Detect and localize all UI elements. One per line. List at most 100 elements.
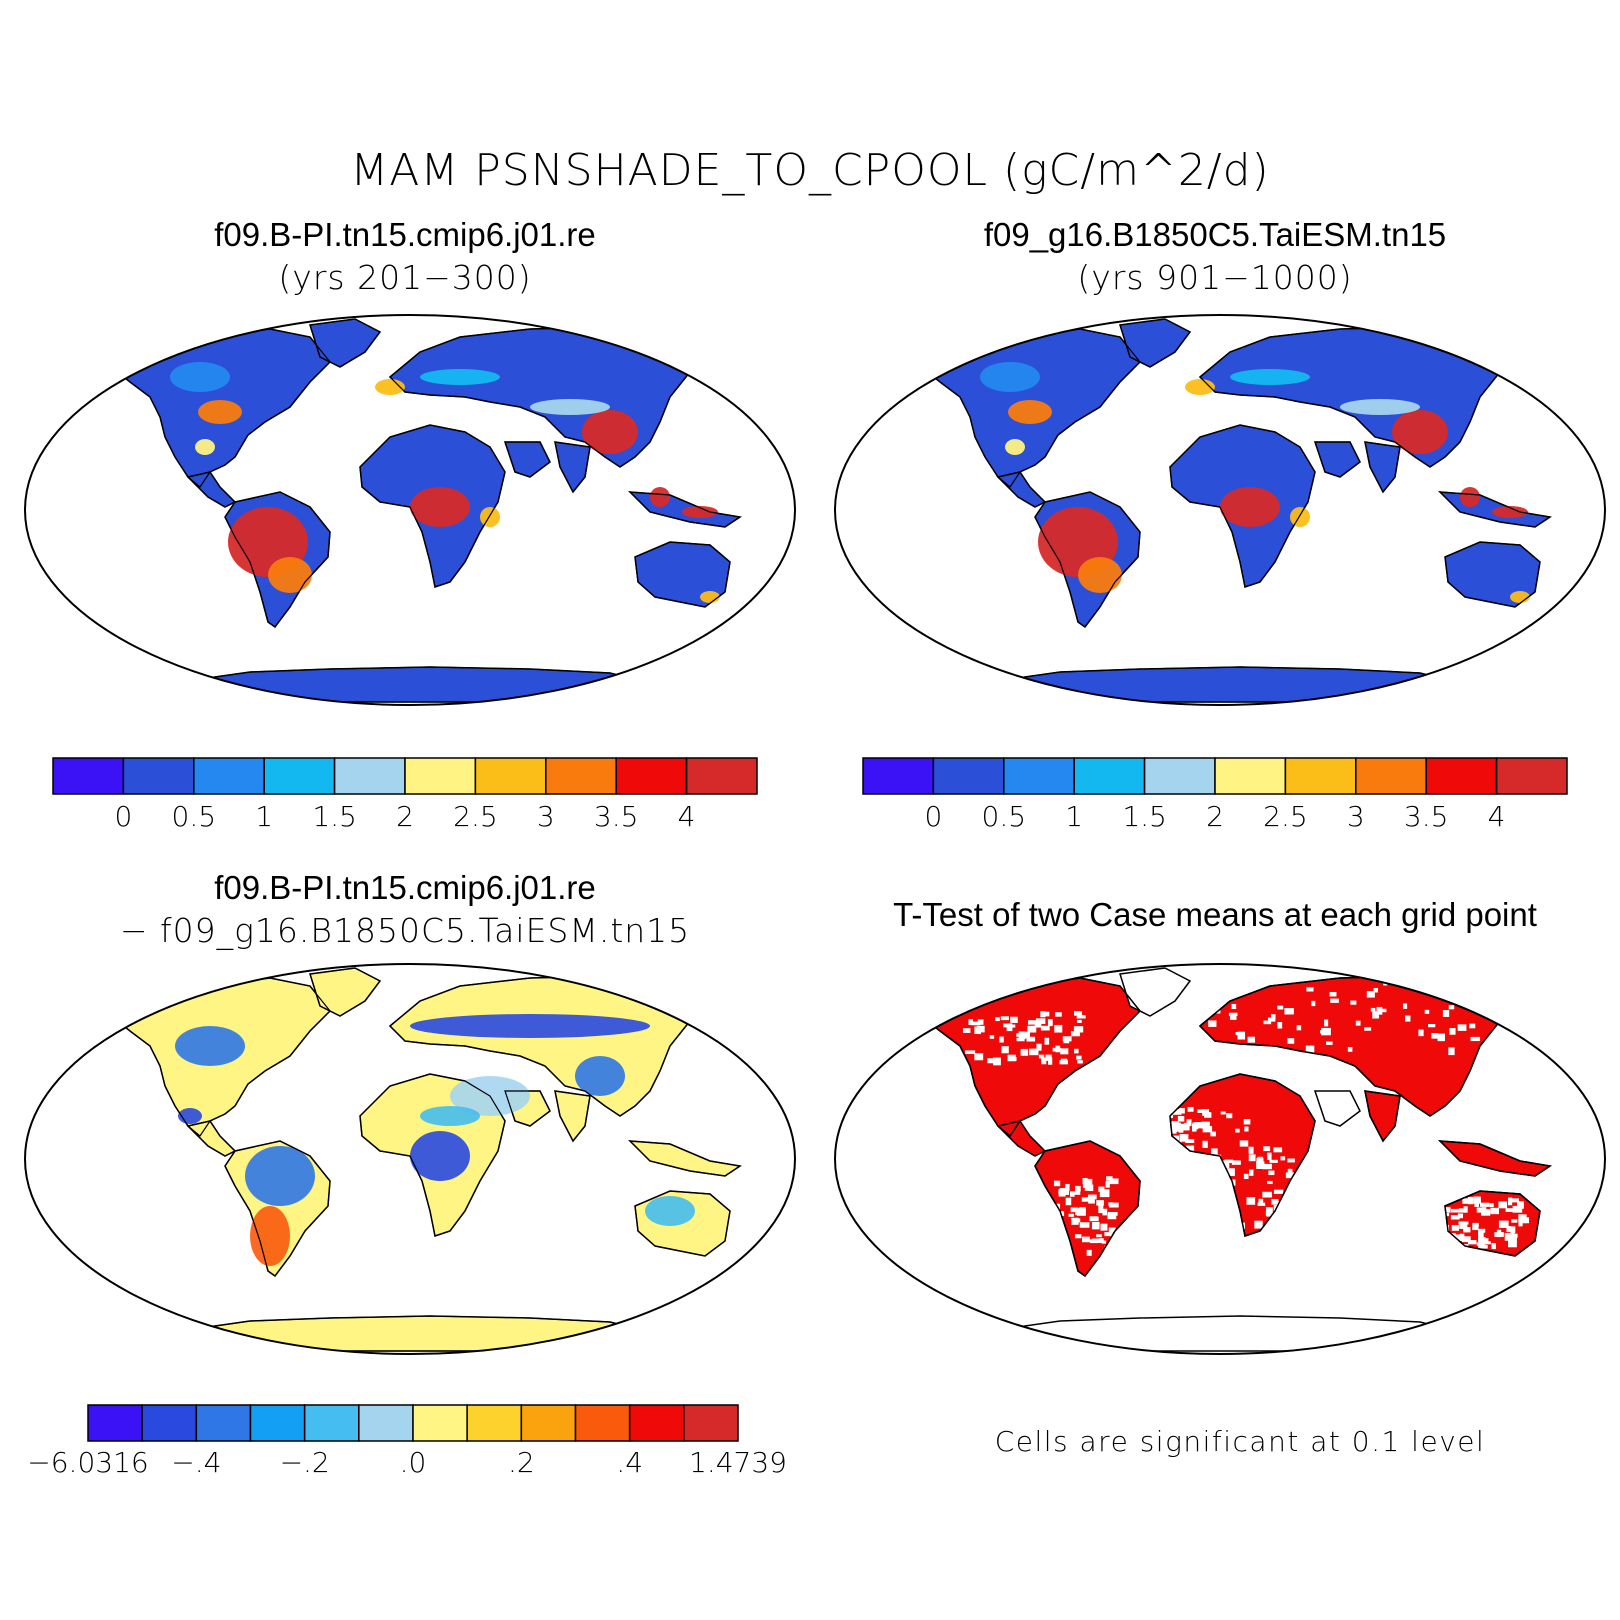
- coastline-africa: [1169, 424, 1316, 588]
- nonsignificant-cell: [1238, 1222, 1245, 1230]
- colorbar-tick-label: 1.4739: [689, 1446, 787, 1479]
- nonsignificant-cell: [1018, 1031, 1026, 1040]
- nonsignificant-cell: [1047, 1019, 1053, 1027]
- continent-antarctica: [957, 1315, 1482, 1352]
- colorbar-swatch: [303, 1404, 360, 1442]
- shading-patch: [1008, 400, 1052, 424]
- colorbar-swatch: [141, 1404, 198, 1442]
- coastline-arabia: [504, 1090, 551, 1127]
- continent-central-america: [996, 1120, 1047, 1157]
- map-panel-difference: [24, 963, 796, 1355]
- nonsignificant-cell: [1079, 1222, 1090, 1228]
- nonsignificant-cell: [1036, 1043, 1042, 1051]
- nonsignificant-cell: [1070, 1207, 1079, 1213]
- nonsignificant-cell: [1003, 1023, 1009, 1028]
- nonsignificant-cell: [1402, 1003, 1408, 1009]
- colorbar-swatch: [412, 1404, 468, 1442]
- nonsignificant-cell: [1057, 1249, 1066, 1258]
- nonsignificant-cell: [1136, 1118, 1141, 1125]
- colorbar-tick-label: 1: [1065, 800, 1084, 833]
- nonsignificant-cell: [1202, 1112, 1211, 1117]
- nonsignificant-cell: [1065, 1197, 1072, 1206]
- coastline-australia: [634, 541, 731, 608]
- nonsignificant-cell: [1076, 1055, 1082, 1060]
- colorbar-case1: [52, 757, 758, 795]
- nonsignificant-cell: [1104, 1232, 1114, 1237]
- nonsignificant-cell: [1505, 1208, 1516, 1212]
- nonsignificant-cell: [1311, 1000, 1316, 1007]
- colorbar-tick-label: −6.0316: [27, 1446, 149, 1479]
- nonsignificant-cell: [1168, 1128, 1177, 1133]
- colorbar-swatch: [404, 757, 477, 795]
- colorbar-swatch: [1073, 757, 1146, 795]
- nonsignificant-cell: [1208, 1020, 1217, 1027]
- nonsignificant-cell: [1070, 1031, 1080, 1037]
- nonsignificant-cell: [1171, 1109, 1182, 1115]
- nonsignificant-cell: [1147, 1136, 1157, 1145]
- nonsignificant-cell: [1442, 1009, 1450, 1017]
- nonsignificant-cell: [1027, 1020, 1038, 1025]
- coastline-se-asia-islands: [1438, 1140, 1552, 1177]
- nonsignificant-cell: [1489, 1203, 1494, 1208]
- nonsignificant-cell: [1269, 1159, 1278, 1163]
- nonsignificant-cell: [1265, 1207, 1273, 1213]
- colorbar-tick-label: 2.5: [453, 800, 498, 833]
- shading-patch: [480, 507, 500, 527]
- nonsignificant-cell: [1458, 1221, 1469, 1225]
- nonsignificant-cell: [1470, 1036, 1481, 1042]
- coastline-se-asia-islands: [1438, 491, 1552, 528]
- shading-patch: [1492, 506, 1528, 518]
- nonsignificant-cell: [1179, 1108, 1185, 1114]
- significance-note: Cells are significant at 0.1 level: [994, 1425, 1486, 1458]
- continent-arabia: [1313, 1090, 1361, 1127]
- shading-patch: [410, 487, 470, 527]
- nonsignificant-cell: [1480, 1209, 1491, 1216]
- coastline-greenland: [1119, 318, 1191, 368]
- nonsignificant-cell: [1273, 1189, 1284, 1194]
- nonsignificant-cell: [1101, 1240, 1107, 1244]
- nonsignificant-cell: [1072, 1218, 1081, 1223]
- nonsignificant-cell: [1447, 1233, 1456, 1238]
- nonsignificant-cell: [1098, 1186, 1105, 1192]
- nonsignificant-cell: [1173, 1128, 1184, 1132]
- nonsignificant-cell: [1270, 1014, 1276, 1020]
- nonsignificant-cell: [1210, 1131, 1216, 1137]
- colorbar-tick-label: 3.5: [1403, 800, 1449, 833]
- nonsignificant-cell: [1044, 1011, 1050, 1017]
- nonsignificant-cell: [1222, 1215, 1229, 1221]
- nonsignificant-cell: [1215, 1194, 1225, 1200]
- nonsignificant-cell: [1102, 1208, 1108, 1216]
- nonsignificant-cell: [1508, 1240, 1517, 1248]
- shading-patch: [250, 1206, 290, 1266]
- nonsignificant-cell: [1034, 1023, 1042, 1028]
- nonsignificant-cell: [1202, 1125, 1213, 1133]
- coastline-se-asia-islands: [628, 491, 742, 528]
- nonsignificant-cell: [1060, 1048, 1069, 1055]
- nonsignificant-cell: [1461, 1236, 1471, 1243]
- colorbar-tick-label: 1: [255, 800, 274, 833]
- nonsignificant-cell: [1248, 1154, 1256, 1162]
- colorbar-swatch: [358, 1404, 414, 1442]
- panel-title-top-left: f09.B-PI.tn15.cmip6.j01.re: [214, 216, 596, 253]
- colorbar-tick-label: 3.5: [593, 800, 639, 833]
- colorbar-swatch: [574, 1404, 631, 1442]
- map-panel-ttest: [834, 963, 1606, 1355]
- coastline-south-america: [224, 1140, 331, 1277]
- nonsignificant-cell: [1512, 1236, 1517, 1242]
- panel-subtitle-top-left: (yrs 201−300): [278, 258, 532, 297]
- nonsignificant-cell: [1273, 1147, 1283, 1153]
- nonsignificant-cell: [1143, 1141, 1151, 1146]
- nonsignificant-cell: [1472, 1222, 1479, 1231]
- nonsignificant-cell: [1231, 1003, 1237, 1010]
- nonsignificant-cell: [1437, 1033, 1445, 1042]
- nonsignificant-cell: [1235, 1128, 1240, 1133]
- shading-patch: [582, 410, 638, 454]
- nonsignificant-cell: [1246, 1197, 1256, 1205]
- nonsignificant-cell: [1059, 1190, 1069, 1195]
- colorbar-tick-label: 3: [536, 800, 555, 833]
- nonsignificant-cell: [1289, 1205, 1299, 1213]
- nonsignificant-cell: [1271, 1199, 1279, 1205]
- colorbar-tick-label: 1.5: [312, 800, 357, 833]
- nonsignificant-cell: [977, 1019, 984, 1025]
- nonsignificant-cell: [1324, 1019, 1329, 1027]
